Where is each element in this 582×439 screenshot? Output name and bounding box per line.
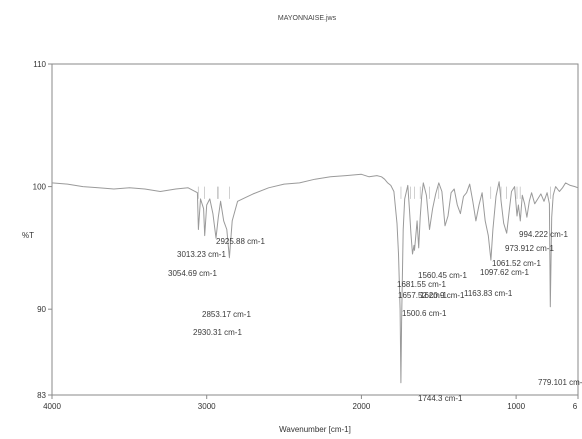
peak-label: 3013.23 cm-1	[177, 250, 226, 259]
peak-label: 2930.31 cm-1	[193, 328, 242, 337]
x-tick-label: 3000	[198, 402, 216, 411]
peak-label: 973.912 cm-1	[505, 244, 554, 253]
x-tick-label: 4000	[43, 402, 61, 411]
spectrum-series	[51, 173, 579, 384]
x-axis-label: Wavenumber [cm-1]	[279, 425, 351, 434]
x-tick-label: 2000	[353, 402, 371, 411]
x-axis-ticks: 4000 3000 2000 1000 6	[43, 395, 579, 411]
spectrum-line	[51, 173, 579, 384]
peak-label: 1620.9 cm-1	[420, 291, 465, 300]
x-tick-label: 6	[573, 402, 578, 411]
y-tick-label: 100	[33, 183, 47, 192]
y-tick-label: 90	[37, 305, 46, 314]
peak-label: 1560.45 cm-1	[418, 271, 467, 280]
peak-label: 1681.55 cm-1	[397, 280, 446, 289]
peak-label: 2853.17 cm-1	[202, 310, 251, 319]
peak-label: 994.222 cm-1	[519, 230, 568, 239]
chart-title: MAYONNAISE.jws	[278, 15, 337, 22]
peak-annotations: 3054.69 cm-1 3013.23 cm-1 2925.88 cm-1 2…	[168, 186, 582, 403]
peak-label: 1163.83 cm-1	[464, 289, 513, 298]
peak-label: 3054.69 cm-1	[168, 269, 217, 278]
peak-label: 1500.6 cm-1	[402, 309, 447, 318]
peak-label: 2925.88 cm-1	[216, 237, 265, 246]
x-tick-label: 1000	[507, 402, 525, 411]
plot-frame	[51, 63, 579, 396]
peak-label: 1744.3 cm-1	[418, 394, 463, 403]
y-axis-ticks: 110 100 90 83	[33, 60, 52, 400]
peak-label: 779.101 cm-1	[538, 378, 582, 387]
peak-label: 1061.52 cm-1	[492, 259, 541, 268]
peak-label: 1657.52 cm-1	[398, 291, 447, 300]
y-tick-label: 83	[37, 391, 46, 400]
peak-label: 1097.62 cm-1	[480, 268, 529, 277]
y-tick-label: 110	[33, 60, 46, 69]
y-axis-label: %T	[22, 231, 34, 240]
